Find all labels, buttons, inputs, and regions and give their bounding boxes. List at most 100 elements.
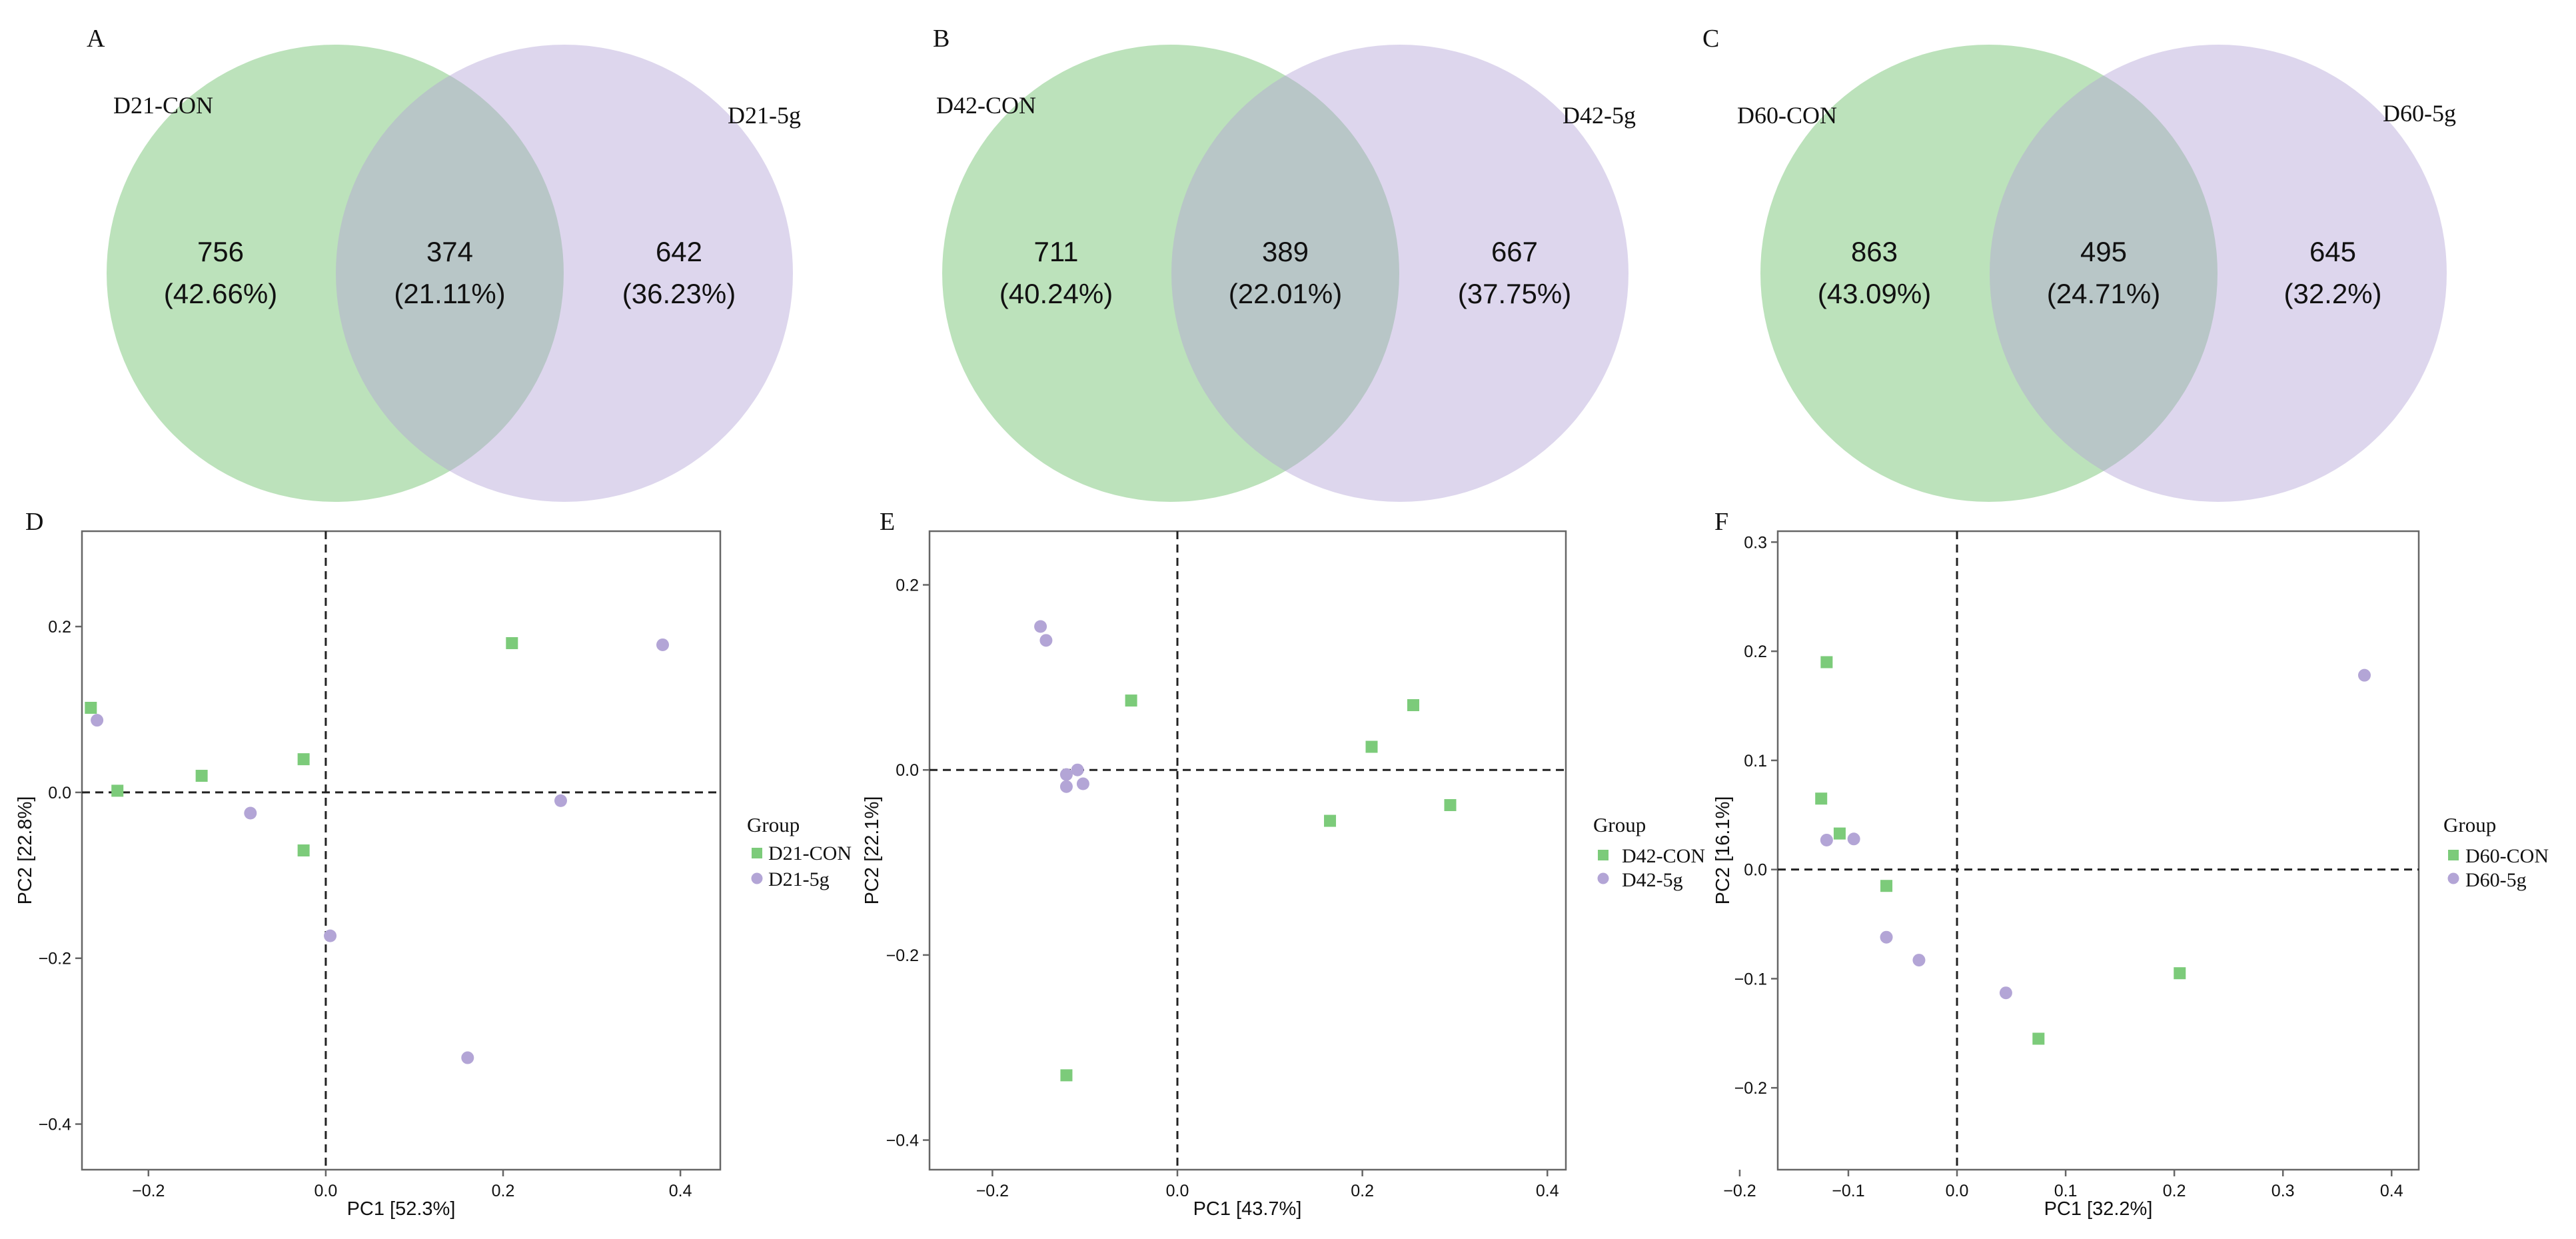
x-tick-label: 0.4 <box>2380 1182 2403 1200</box>
x-tick-label: 0.2 <box>1351 1182 1374 1200</box>
legend-title: Group <box>2443 813 2496 836</box>
venn-circle-con <box>1760 45 2218 502</box>
legend-label-5g: D42-5g <box>1622 869 1683 891</box>
point-con <box>506 636 518 649</box>
y-tick-label: −0.1 <box>1734 970 1767 988</box>
point-con <box>195 770 208 782</box>
venn-circle-con <box>107 45 564 502</box>
x-tick-label: 0.0 <box>315 1182 338 1200</box>
panel-letter: A <box>87 25 105 53</box>
venn-right-count: 642 <box>656 236 702 267</box>
venn-intersection-count: 495 <box>2080 236 2127 267</box>
venn-right-set-label: D60-5g <box>2383 100 2456 127</box>
panel-letter: C <box>1702 25 1719 53</box>
venn-circle-5g <box>1990 45 2447 502</box>
y-tick-label: 0.2 <box>48 618 71 636</box>
point-5g <box>461 1051 474 1064</box>
x-axis-label: PC1 [52.3%] <box>347 1198 456 1220</box>
legend-circle-marker <box>751 872 763 884</box>
x-tick-label: 0.1 <box>2054 1182 2078 1200</box>
venn-left-set-label: D21-CON <box>113 92 213 119</box>
x-tick-label: 0.2 <box>2163 1182 2186 1200</box>
x-tick-label: 0.3 <box>2271 1182 2295 1200</box>
x-axis-label: PC1 [32.2%] <box>2044 1198 2153 1220</box>
panel-letter: D <box>25 508 43 536</box>
point-con <box>2174 967 2186 980</box>
venn-intersection-count: 374 <box>426 236 473 267</box>
x-tick-label: −0.2 <box>132 1182 165 1200</box>
point-con <box>1880 880 1893 892</box>
venn-left-set-label: D60-CON <box>1737 102 1837 129</box>
legend-label-con: D21-CON <box>768 842 852 864</box>
point-con <box>1125 694 1137 707</box>
point-5g <box>656 638 670 651</box>
venn-intersection-percent: (22.01%) <box>1229 278 1342 309</box>
point-5g <box>91 714 104 727</box>
point-5g <box>244 806 257 820</box>
point-con <box>1833 827 1846 840</box>
plot-frame <box>1776 530 2420 1171</box>
plot-frame <box>928 530 1567 1171</box>
panel-letter: B <box>933 25 950 53</box>
pca-panel-d: D −0.2 0.0 0.2 0.4 0.2 0.0 −0.2 −0.4 PC1 [52.3%… <box>15 508 852 1220</box>
legend-title: Group <box>1593 813 1646 836</box>
pca-panel-f: F −0.2 −0.1 0.0 0.1 0.2 0.3 0.40.30.20.10.0−0.… <box>1712 508 2549 1220</box>
legend-label-con: D60-CON <box>2465 845 2549 867</box>
y-tick-label: 0.0 <box>48 784 71 802</box>
y-tick-label: 0.3 <box>1744 533 1767 552</box>
x-tick-label: 0.0 <box>1946 1182 1969 1200</box>
point-5g <box>1039 634 1053 647</box>
point-5g <box>554 794 567 807</box>
legend-square-marker <box>2448 850 2459 860</box>
point-5g <box>1034 620 1047 633</box>
venn-circle-5g <box>1171 45 1628 502</box>
point-5g <box>1880 930 1893 944</box>
venn-panel-a: A D21-CON D21-5g 756 (42.66%) 374 (21.11… <box>87 25 801 502</box>
pca-marks: −0.2 0.0 0.2 0.4 0.2 0.0 −0.2 −0.4 <box>39 531 720 1200</box>
x-tick-label: −0.1 <box>1832 1182 1864 1200</box>
venn-left-count: 756 <box>197 236 244 267</box>
legend-title: Group <box>747 813 800 836</box>
x-tick-label: 0.0 <box>1166 1182 1189 1200</box>
point-5g <box>2357 668 2371 682</box>
legend-circle-marker <box>1597 872 1609 884</box>
venn-panel-c: C D60-CON D60-5g 863 (43.09%) 495 (24.71… <box>1702 25 2456 502</box>
venn-right-set-label: D21-5g <box>728 102 801 129</box>
point-con <box>1407 699 1419 712</box>
venn-intersection-count: 389 <box>1262 236 1309 267</box>
venn-panel-b: B D42-CON D42-5g 711 (40.24%) 389 (22.01… <box>933 25 1636 502</box>
x-tick-label: 0.4 <box>669 1182 692 1200</box>
venn-right-percent: (32.2%) <box>2283 278 2381 309</box>
pca-marks: −0.2 −0.1 0.0 0.1 0.2 0.3 0.4 0.3 0.2 0.1 0.0 −0.1 −… <box>1723 531 2419 1200</box>
venn-right-percent: (37.75%) <box>1458 278 1571 309</box>
y-axis-label: PC2 [16.1%] <box>1712 796 1734 905</box>
point-con <box>1820 656 1833 668</box>
point-5g <box>1820 833 1833 846</box>
y-tick-label: −0.2 <box>886 946 919 965</box>
pca-panel-e: E −0.2 0.0 0.2 0.4 0.2 0.0 −0.2 −0.4 PC1 [43.7%… <box>862 508 1705 1220</box>
point-con <box>1365 740 1378 753</box>
venn-right-percent: (36.23%) <box>622 278 736 309</box>
y-tick-label: 0.2 <box>896 577 919 595</box>
point-con <box>1815 792 1828 805</box>
venn-right-count: 645 <box>2309 236 2356 267</box>
point-5g <box>324 929 337 942</box>
point-con <box>1324 814 1337 827</box>
plot-frame <box>81 530 722 1171</box>
x-tick-label: 0.4 <box>1536 1182 1559 1200</box>
venn-left-percent: (43.09%) <box>1818 278 1931 309</box>
x-tick-label: −0.2 <box>1723 1182 1756 1200</box>
y-tick-label: −0.2 <box>39 950 71 968</box>
y-tick-label: 0.0 <box>896 761 919 780</box>
y-tick-label: 0.1 <box>1744 752 1767 770</box>
point-5g <box>1076 777 1089 790</box>
venn-circle-5g <box>336 45 793 502</box>
legend-label-5g: D60-5g <box>2465 869 2527 891</box>
legend-label-5g: D21-5g <box>768 868 830 890</box>
y-axis-label: PC2 [22.1%] <box>862 796 883 905</box>
venn-intersection-percent: (24.71%) <box>2047 278 2160 309</box>
x-axis-label: PC1 [43.7%] <box>1193 1198 1302 1220</box>
panel-letter: F <box>1714 508 1728 536</box>
y-tick-label: 0.0 <box>1744 861 1767 880</box>
